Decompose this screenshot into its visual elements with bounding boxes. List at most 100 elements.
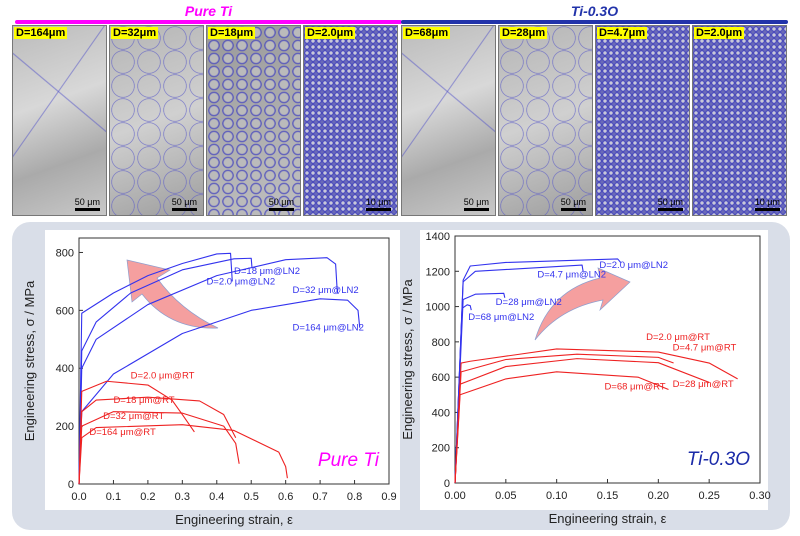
series-line <box>454 348 738 484</box>
scale-bar-label: 50 μm <box>74 197 100 207</box>
chart-title: Pure Ti <box>318 450 380 471</box>
micrograph: D=32μm 50 μm <box>109 25 204 216</box>
x-tick-label: 0.0 <box>71 491 86 503</box>
y-tick-label: 800 <box>56 247 74 259</box>
grain-size-label: D=2.0μm <box>694 27 745 39</box>
scale-bar: 10 μm <box>365 197 391 211</box>
pure-ti-chart: 0.0 0.1 0.2 0.3 0.4 0.5 0.6 0.7 0.8 0.9 0 200 400 600… <box>22 230 400 527</box>
scale-bar: 50 μm <box>74 197 100 211</box>
y-tick-label: 600 <box>432 372 450 384</box>
x-axis-label: Engineering strain, ε <box>549 511 667 526</box>
series-label: D=2.0 μm@LN2 <box>206 276 275 287</box>
grain-size-label: D=4.7μm <box>597 27 648 39</box>
y-tick-label: 200 <box>56 421 74 433</box>
group-bar <box>401 20 788 24</box>
series-line <box>78 380 195 485</box>
y-tick-label: 1400 <box>426 231 450 243</box>
scale-bar-label: 10 μm <box>754 197 780 207</box>
series-line <box>78 257 338 485</box>
x-tick-label: 0.3 <box>175 491 190 503</box>
x-tick-label: 0.2 <box>140 491 155 503</box>
micrograph: D=4.7μm 50 μm <box>595 25 690 216</box>
x-tick-label: 0.6 <box>278 491 293 503</box>
x-tick-label: 0.20 <box>648 490 669 502</box>
x-tick-label: 0.1 <box>106 491 121 503</box>
x-tick-label: 0.8 <box>347 491 362 503</box>
x-tick-label: 0.25 <box>698 490 719 502</box>
grain-size-label: D=2.0μm <box>305 27 356 39</box>
plot-frame <box>78 237 390 485</box>
x-tick-label: 0.30 <box>749 490 770 502</box>
y-tick-label: 600 <box>56 305 74 317</box>
series-line <box>78 411 240 485</box>
scale-bar: 50 μm <box>463 197 489 211</box>
scale-bar-label: 10 μm <box>365 197 391 207</box>
series-label: D=18 μm@LN2 <box>234 266 300 277</box>
grain-size-label: D=28μm <box>500 27 548 39</box>
scale-bar: 50 μm <box>171 197 197 211</box>
scale-bar: 50 μm <box>560 197 586 211</box>
y-axis-label: Engineering stress, σ / MPa <box>22 280 37 441</box>
y-tick-label: 200 <box>432 443 450 455</box>
series-line <box>454 304 472 484</box>
series-line <box>78 252 233 485</box>
series-label: D=2.0 μm@RT <box>131 370 195 381</box>
series-label: D=4.7 μm@RT <box>673 343 737 354</box>
x-tick-label: 0.15 <box>597 490 618 502</box>
micrograph: D=164μm 50 μm <box>12 25 107 216</box>
x-tick-label: 0.10 <box>546 490 567 502</box>
group-title: Ti-0.3O <box>570 3 619 19</box>
ti-03o-chart: 0.00 0.05 0.10 0.15 0.20 0.25 0.30 0 200 400 600 80… <box>400 230 771 526</box>
scale-bar-label: 50 μm <box>657 197 683 207</box>
series-label: D=18 μm@RT <box>113 395 174 406</box>
series-label: D=68 μm@RT <box>604 381 665 392</box>
series-label: D=164 μm@RT <box>89 427 156 438</box>
grain-size-label: D=164μm <box>14 27 68 39</box>
y-tick-label: 1200 <box>426 266 450 278</box>
grain-size-label: D=68μm <box>403 27 451 39</box>
series-label: D=32 μm@RT <box>103 411 164 422</box>
trend-arrow <box>534 267 631 341</box>
micrograph: D=68μm 50 μm <box>401 25 496 216</box>
series-label: D=164 μm@LN2 <box>293 323 364 334</box>
group-bar <box>15 20 402 24</box>
x-tick-label: 0.9 <box>381 491 396 503</box>
y-tick-label: 1000 <box>426 302 450 314</box>
y-axis-label: Engineering stress, σ / MPa <box>400 278 415 439</box>
scale-bar-label: 50 μm <box>171 197 197 207</box>
series-line <box>78 396 237 485</box>
grain-size-label: D=18μm <box>208 27 256 39</box>
x-tick-label: 0.05 <box>495 490 516 502</box>
scale-bar: 10 μm <box>754 197 780 211</box>
series-label: D=28 μm@LN2 <box>496 297 562 308</box>
y-tick-label: 800 <box>432 337 450 349</box>
y-tick-label: 400 <box>432 407 450 419</box>
group-title: Pure Ti <box>184 3 233 19</box>
series-label: D=32 μm@LN2 <box>293 285 359 296</box>
series-line <box>78 257 253 485</box>
y-tick-label: 0 <box>444 478 450 490</box>
micrograph: D=28μm 50 μm <box>498 25 593 216</box>
grain-size-label: D=32μm <box>111 27 159 39</box>
x-tick-label: 0.4 <box>209 491 224 503</box>
x-tick-label: 0.5 <box>244 491 259 503</box>
x-tick-label: 0.7 <box>312 491 327 503</box>
plot-background <box>45 230 400 510</box>
x-axis-label: Engineering strain, ε <box>175 512 293 527</box>
series-label: D=4.7 μm@LN2 <box>537 269 606 280</box>
micrograph: D=2.0μm 10 μm <box>692 25 787 216</box>
series-label: D=2.0 μm@LN2 <box>599 260 668 271</box>
scale-bar-label: 50 μm <box>560 197 586 207</box>
y-tick-label: 400 <box>56 363 74 375</box>
series-label: D=28 μm@RT <box>673 379 734 390</box>
series-line <box>78 424 288 485</box>
scale-bar-label: 50 μm <box>268 197 294 207</box>
y-tick-label: 0 <box>68 479 74 491</box>
series-label: D=68 μm@LN2 <box>468 312 534 323</box>
series-line <box>78 298 361 485</box>
scale-bar-label: 50 μm <box>463 197 489 207</box>
series-label: D=2.0 μm@RT <box>646 332 710 343</box>
scale-bar: 50 μm <box>268 197 294 211</box>
plot-background <box>420 230 768 510</box>
scale-bar: 50 μm <box>657 197 683 211</box>
